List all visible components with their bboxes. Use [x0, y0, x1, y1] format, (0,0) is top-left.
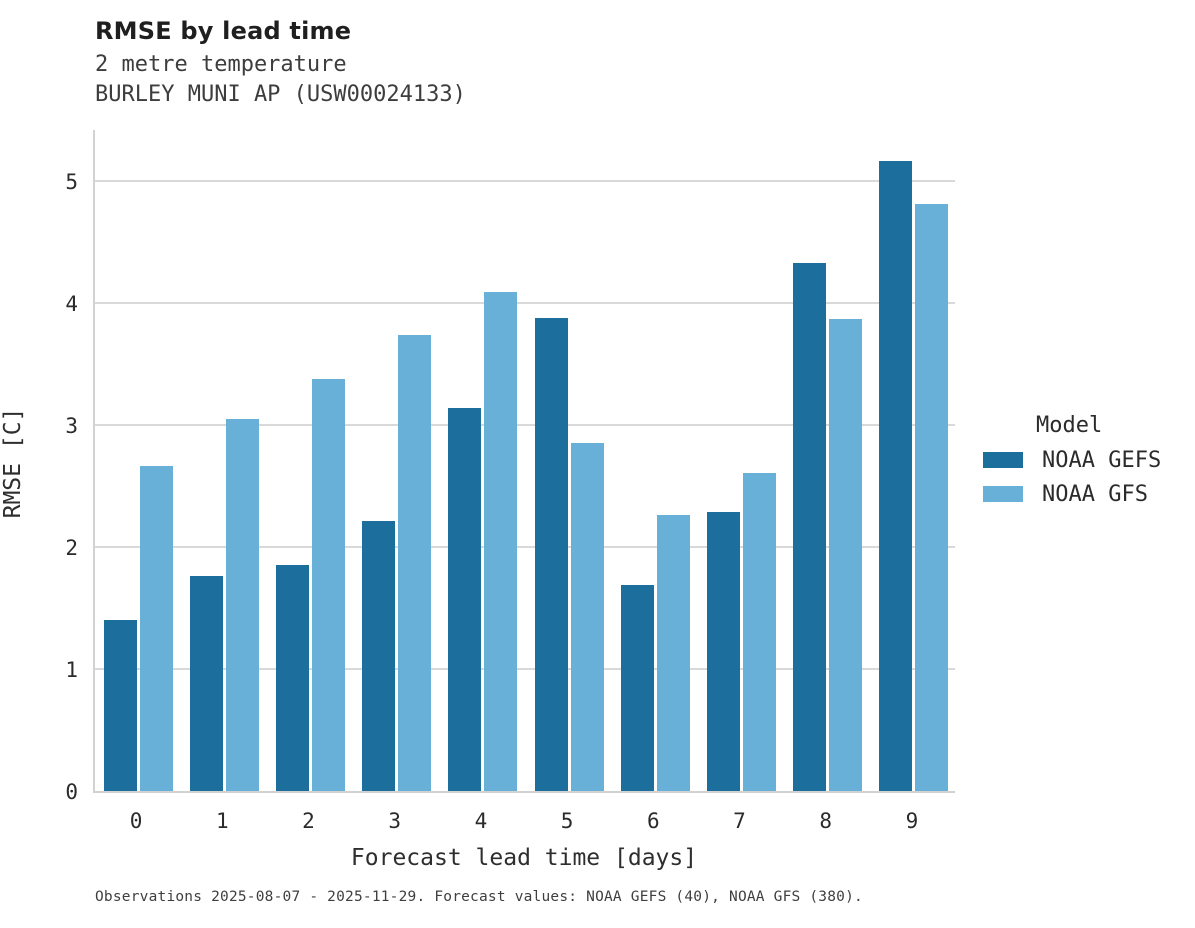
legend-label-noaa-gfs: NOAA GFS [1042, 481, 1148, 507]
legend-items: NOAA GEFS NOAA GFS [983, 448, 1161, 507]
x-tick-label-3: 3 [388, 809, 402, 833]
bar-noaa-gefs-lead-2 [276, 565, 309, 791]
x-tick-label-9: 9 [905, 809, 919, 833]
x-tick-label-1: 1 [215, 809, 229, 833]
x-tick-label-4: 4 [474, 809, 488, 833]
bar-noaa-gefs-lead-5 [534, 317, 568, 791]
bar-noaa-gefs-lead-0 [103, 620, 137, 791]
chart-subtitle-variable: 2 metre temperature [95, 52, 347, 77]
bar-noaa-gefs-lead-8 [793, 262, 827, 791]
bar-noaa-gfs-lead-0 [139, 466, 173, 791]
x-tick-label-0: 0 [129, 809, 143, 833]
legend-swatch-noaa-gefs [983, 452, 1023, 468]
x-tick-label-2: 2 [302, 809, 315, 833]
bar-noaa-gfs-lead-5 [570, 443, 604, 791]
bar-noaa-gfs-lead-4 [484, 291, 518, 791]
y-tick-label-5: 5 [65, 169, 78, 194]
y-tick-label-2: 2 [65, 535, 78, 560]
gridline-y-2 [95, 545, 955, 548]
legend-title: Model [1036, 413, 1103, 438]
bar-noaa-gfs-lead-9 [915, 204, 949, 791]
footer-caption: Observations 2025-08-07 - 2025-11-29. Fo… [95, 889, 863, 905]
y-tick-label-1: 1 [65, 657, 78, 682]
bar-noaa-gefs-lead-9 [879, 161, 913, 791]
bar-noaa-gfs-lead-6 [656, 515, 690, 791]
legend-item-noaa-gfs: NOAA GFS [983, 482, 1161, 507]
legend-label-noaa-gefs: NOAA GEFS [1042, 447, 1162, 473]
bar-noaa-gfs-lead-8 [829, 318, 863, 791]
bar-noaa-gefs-lead-1 [189, 576, 223, 791]
x-axis-title: Forecast lead time [days] [350, 845, 698, 871]
x-tick-label-5: 5 [560, 809, 574, 833]
y-tick-label-4: 4 [65, 291, 78, 316]
x-tick-label-7: 7 [733, 809, 746, 833]
chart-title: RMSE by lead time [95, 17, 352, 45]
bar-noaa-gfs-lead-3 [398, 334, 432, 791]
x-tick-label-8: 8 [819, 809, 833, 833]
y-axis-title: RMSE [C] [0, 407, 26, 519]
bar-noaa-gefs-lead-7 [707, 511, 740, 791]
bar-noaa-gefs-lead-4 [448, 407, 482, 791]
bar-noaa-gefs-lead-6 [620, 584, 654, 791]
chart-subtitle-station: BURLEY MUNI AP (USW00024133) [95, 82, 466, 107]
legend-item-noaa-gefs: NOAA GEFS [983, 448, 1161, 473]
bar-noaa-gefs-lead-3 [362, 521, 396, 791]
bar-noaa-gfs-lead-7 [743, 472, 776, 791]
legend-swatch-noaa-gfs [983, 486, 1023, 502]
y-tick-label-3: 3 [65, 413, 78, 438]
x-tick-label-6: 6 [646, 809, 660, 833]
bar-noaa-gfs-lead-1 [225, 418, 259, 791]
gridline-y-3 [95, 423, 955, 426]
gridline-y-1 [95, 668, 955, 670]
plot-area [93, 130, 955, 793]
gridline-y-5 [95, 179, 955, 182]
y-tick-label-0: 0 [65, 780, 78, 804]
legend: Model NOAA GEFS NOAA GFS [983, 413, 1161, 520]
bar-noaa-gfs-lead-2 [312, 378, 345, 791]
gridline-y-4 [95, 301, 955, 304]
